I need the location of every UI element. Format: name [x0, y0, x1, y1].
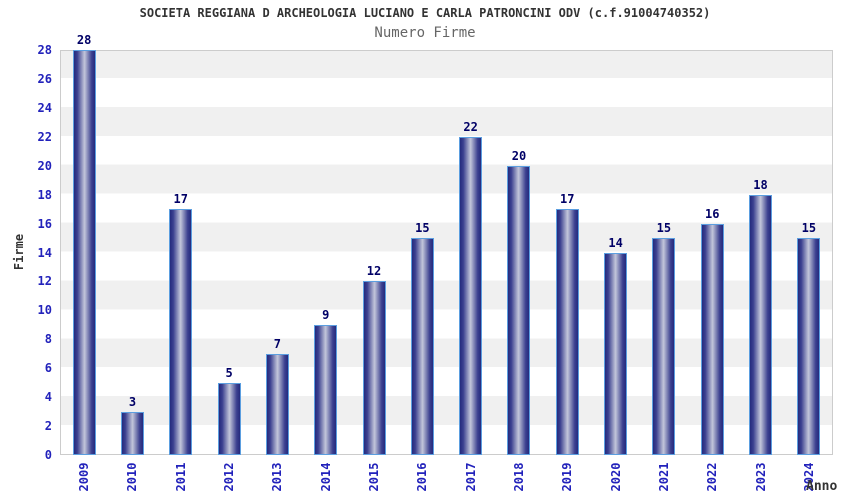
chart-subtitle: Numero Firme	[374, 25, 476, 41]
y-tick-label: 16	[37, 216, 52, 231]
x-tick-label: 2018	[511, 462, 526, 492]
bar-value-label: 14	[608, 235, 623, 250]
bar-value-label: 15	[656, 221, 672, 236]
bar-value-label: 18	[753, 177, 768, 192]
x-tick-label: 2022	[705, 462, 720, 492]
x-tick-label: 2012	[222, 462, 237, 492]
x-tick-label: 2023	[753, 462, 768, 492]
bar-value-label: 20	[511, 148, 527, 163]
bar	[72, 50, 96, 455]
y-tick-label: 14	[37, 245, 52, 260]
y-tick-label: 20	[37, 158, 52, 173]
bar-value-label: 15	[415, 221, 430, 236]
x-tick-label: 2017	[463, 462, 478, 492]
x-axis-label: Anno	[806, 479, 838, 494]
bar	[169, 209, 193, 455]
bar	[749, 194, 773, 455]
bar	[265, 353, 289, 455]
bar-value-label: 15	[801, 221, 817, 236]
x-tick-label: 2016	[415, 462, 430, 492]
bar-value-label: 7	[273, 336, 282, 351]
x-tick-label: 2011	[173, 462, 188, 492]
y-tick-label: 8	[44, 332, 52, 347]
chart-title: SOCIETA REGGIANA D ARCHEOLOGIA LUCIANO E…	[139, 6, 711, 20]
x-tick-label: 2020	[608, 462, 623, 492]
x-tick-label: 2010	[125, 462, 140, 492]
bar-value-label: 9	[322, 307, 330, 322]
bar	[120, 411, 144, 455]
y-tick-label: 18	[37, 187, 52, 202]
y-tick-label: 6	[44, 361, 52, 376]
bar-value-label: 12	[366, 264, 382, 279]
y-tick-label: 24	[37, 100, 52, 115]
x-tick-label: 2019	[560, 462, 575, 492]
bar-value-label: 16	[704, 206, 720, 221]
y-axis-label: Firme	[12, 233, 26, 270]
bar	[507, 165, 531, 455]
bar-value-label: 28	[76, 33, 92, 47]
y-tick-label: 0	[44, 448, 52, 462]
bar	[604, 252, 628, 455]
y-tick-label: 4	[44, 390, 52, 405]
bar	[410, 238, 434, 455]
bar	[700, 223, 724, 455]
y-tick-label: 26	[37, 71, 52, 86]
y-tick-label: 22	[37, 129, 52, 144]
x-tick-label: 2021	[656, 462, 671, 492]
bar-value-label: 17	[560, 192, 575, 207]
bar-value-label: 17	[173, 192, 189, 207]
bar	[797, 238, 821, 455]
bar	[555, 209, 579, 455]
bar	[652, 238, 676, 455]
x-tick-label: 2015	[367, 462, 382, 492]
y-tick-label: 10	[37, 303, 52, 318]
bar-value-label: 5	[225, 365, 233, 380]
bar	[362, 281, 386, 455]
x-tick-label: 2009	[77, 462, 92, 492]
bar	[314, 324, 338, 455]
bar	[217, 382, 241, 455]
y-tick-label: 2	[44, 419, 52, 434]
y-tick-label: 28	[37, 43, 52, 57]
bar	[459, 136, 483, 455]
bar-value-label: 22	[463, 119, 478, 134]
y-tick-label: 12	[37, 274, 52, 289]
x-tick-label: 2014	[318, 462, 333, 492]
bar-value-label: 3	[128, 394, 137, 409]
x-tick-label: 2013	[270, 462, 285, 492]
